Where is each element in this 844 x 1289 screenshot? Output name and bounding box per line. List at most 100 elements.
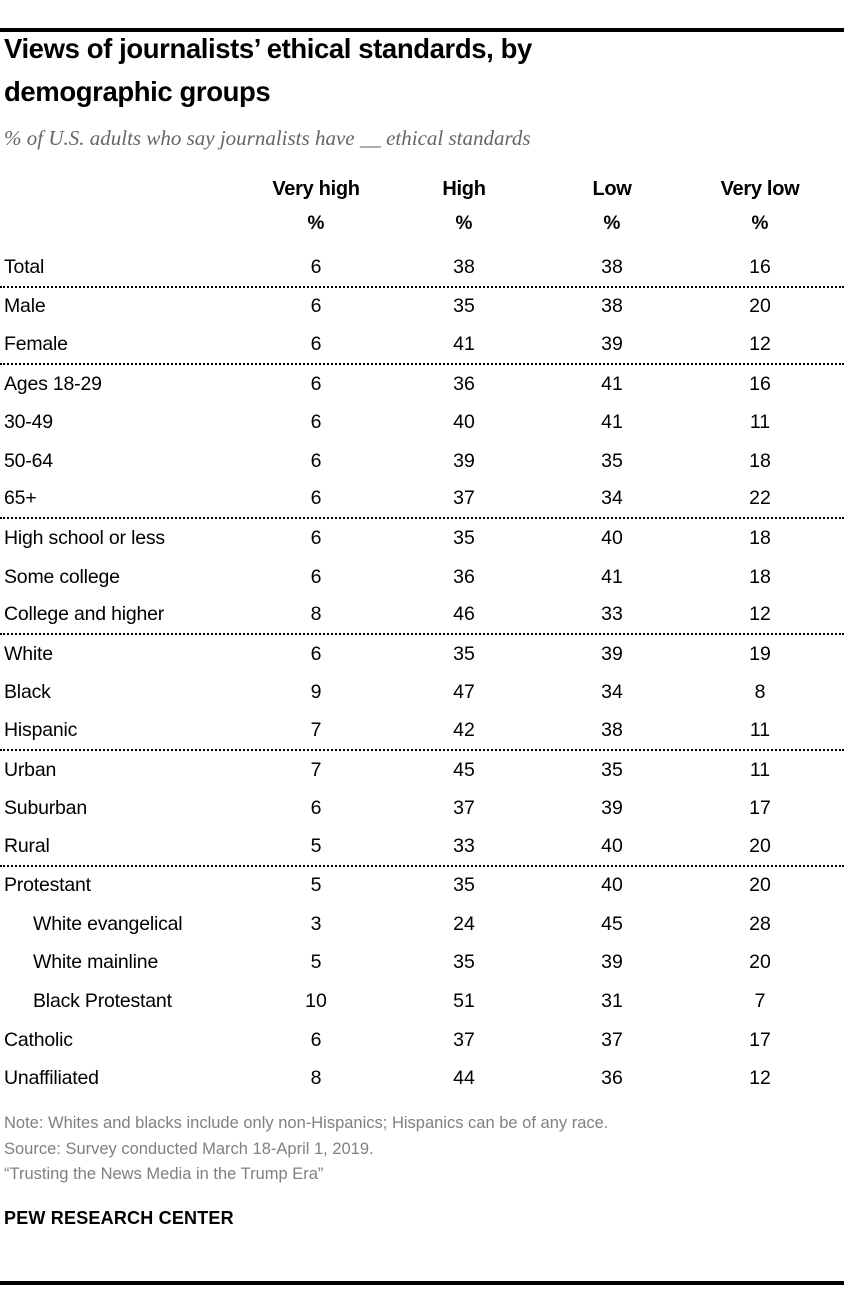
row-label: Some college <box>4 565 120 588</box>
table-row: 50-64 6 39 35 18 <box>0 442 844 481</box>
top-rule <box>0 28 844 32</box>
value-cell-very-low: 11 <box>749 411 771 434</box>
value-cell-very-high: 6 <box>310 642 322 665</box>
value-cell-low: 38 <box>601 295 623 318</box>
value-cell-very-low: 20 <box>749 874 771 897</box>
value-cell-high: 46 <box>453 603 475 626</box>
value-cell-high: 40 <box>453 411 475 434</box>
row-label: 30-49 <box>4 411 53 434</box>
table-row: Protestant 5 35 40 20 <box>0 867 844 906</box>
value-cell-very-high: 6 <box>310 797 322 820</box>
value-cell-low: 41 <box>601 372 623 395</box>
value-cell-low: 35 <box>601 449 623 472</box>
row-label: Hispanic <box>4 718 78 741</box>
unit-cell: % <box>603 212 621 234</box>
value-cell-high: 35 <box>453 642 475 665</box>
value-cell-very-high: 6 <box>310 565 322 588</box>
value-cell-very-high: 6 <box>310 332 322 355</box>
value-cell-low: 38 <box>601 718 623 741</box>
table-row: Hispanic 7 42 38 11 <box>0 712 844 751</box>
row-label: White mainline <box>33 951 159 974</box>
row-label: College and higher <box>4 603 165 626</box>
value-cell-very-low: 12 <box>749 1067 771 1090</box>
value-cell-very-high: 8 <box>310 603 322 626</box>
value-cell-high: 36 <box>453 372 475 395</box>
table-row: Ages 18-29 6 36 41 16 <box>0 365 844 404</box>
unit-cell: % <box>751 212 769 234</box>
value-cell-very-low: 17 <box>749 1028 771 1051</box>
value-cell-high: 35 <box>453 295 475 318</box>
column-header-high: High <box>442 178 486 200</box>
value-cell-very-low: 28 <box>749 912 771 935</box>
value-cell-very-high: 3 <box>310 912 322 935</box>
value-cell-very-low: 18 <box>749 565 771 588</box>
value-cell-very-high: 8 <box>310 1067 322 1090</box>
value-cell-very-high: 6 <box>310 449 322 472</box>
value-cell-low: 40 <box>601 874 623 897</box>
value-cell-high: 41 <box>453 332 475 355</box>
value-cell-high: 44 <box>453 1067 475 1090</box>
table-header-row: Very high High Low Very low <box>0 173 844 206</box>
row-label: Rural <box>4 834 50 857</box>
table-row: Female 6 41 39 12 <box>0 326 844 365</box>
value-cell-very-high: 6 <box>310 487 322 510</box>
row-label: Suburban <box>4 797 87 820</box>
table-row: Suburban 6 37 39 17 <box>0 789 844 828</box>
value-cell-low: 39 <box>601 642 623 665</box>
value-cell-very-high: 9 <box>310 681 322 704</box>
value-cell-very-low: 20 <box>749 834 771 857</box>
value-cell-very-low: 20 <box>749 295 771 318</box>
value-cell-high: 42 <box>453 718 475 741</box>
value-cell-high: 33 <box>453 834 475 857</box>
table-row: Male 6 35 38 20 <box>0 288 844 327</box>
table-unit-row: % % % % <box>0 206 844 241</box>
value-cell-very-low: 19 <box>749 642 771 665</box>
value-cell-low: 40 <box>601 834 623 857</box>
column-header-very-high: Very high <box>272 178 360 200</box>
table-row: White mainline 5 35 39 20 <box>0 944 844 983</box>
value-cell-low: 41 <box>601 411 623 434</box>
page-subtitle: % of U.S. adults who say journalists hav… <box>4 126 531 150</box>
value-cell-very-low: 12 <box>749 603 771 626</box>
column-header-very-low: Very low <box>720 178 800 200</box>
table-row: Urban 7 45 35 11 <box>0 751 844 790</box>
value-cell-low: 35 <box>601 758 623 781</box>
row-label: High school or less <box>4 526 165 549</box>
value-cell-low: 36 <box>601 1067 623 1090</box>
value-cell-very-low: 11 <box>749 718 771 741</box>
value-cell-very-low: 16 <box>749 372 771 395</box>
value-cell-high: 38 <box>453 255 475 278</box>
value-cell-low: 39 <box>601 951 623 974</box>
value-cell-very-low: 7 <box>754 990 766 1013</box>
value-cell-high: 47 <box>453 681 475 704</box>
value-cell-high: 35 <box>453 951 475 974</box>
row-label: Ages 18-29 <box>4 372 102 395</box>
table-body: Total 6 38 38 16 Male 6 35 38 20 Female … <box>0 249 844 1098</box>
value-cell-high: 39 <box>453 449 475 472</box>
value-cell-very-high: 6 <box>310 1028 322 1051</box>
row-label: Unaffiliated <box>4 1067 99 1090</box>
value-cell-very-high: 6 <box>310 526 322 549</box>
value-cell-low: 39 <box>601 797 623 820</box>
value-cell-low: 39 <box>601 332 623 355</box>
brand-wordmark: PEW RESEARCH CENTER <box>4 1207 234 1228</box>
row-label: 50-64 <box>4 449 53 472</box>
value-cell-low: 41 <box>601 565 623 588</box>
value-cell-high: 45 <box>453 758 475 781</box>
row-label: White evangelical <box>33 912 183 935</box>
value-cell-very-high: 6 <box>310 255 322 278</box>
row-label: Black <box>4 681 51 704</box>
table-row: Black 9 47 34 8 <box>0 674 844 713</box>
value-cell-high: 37 <box>453 797 475 820</box>
value-cell-very-low: 11 <box>749 758 771 781</box>
source-text: Source: Survey conducted March 18-April … <box>4 1139 374 1158</box>
row-label: 65+ <box>4 487 37 510</box>
value-cell-very-high: 5 <box>310 951 322 974</box>
table-row: College and higher 8 46 33 12 <box>0 596 844 635</box>
data-table: Very high High Low Very low % % % % Tota… <box>0 173 844 1098</box>
value-cell-high: 35 <box>453 874 475 897</box>
value-cell-high: 37 <box>453 487 475 510</box>
value-cell-very-high: 7 <box>310 758 322 781</box>
table-row: White evangelical 3 24 45 28 <box>0 905 844 944</box>
table-row: Black Protestant 10 51 31 7 <box>0 982 844 1021</box>
